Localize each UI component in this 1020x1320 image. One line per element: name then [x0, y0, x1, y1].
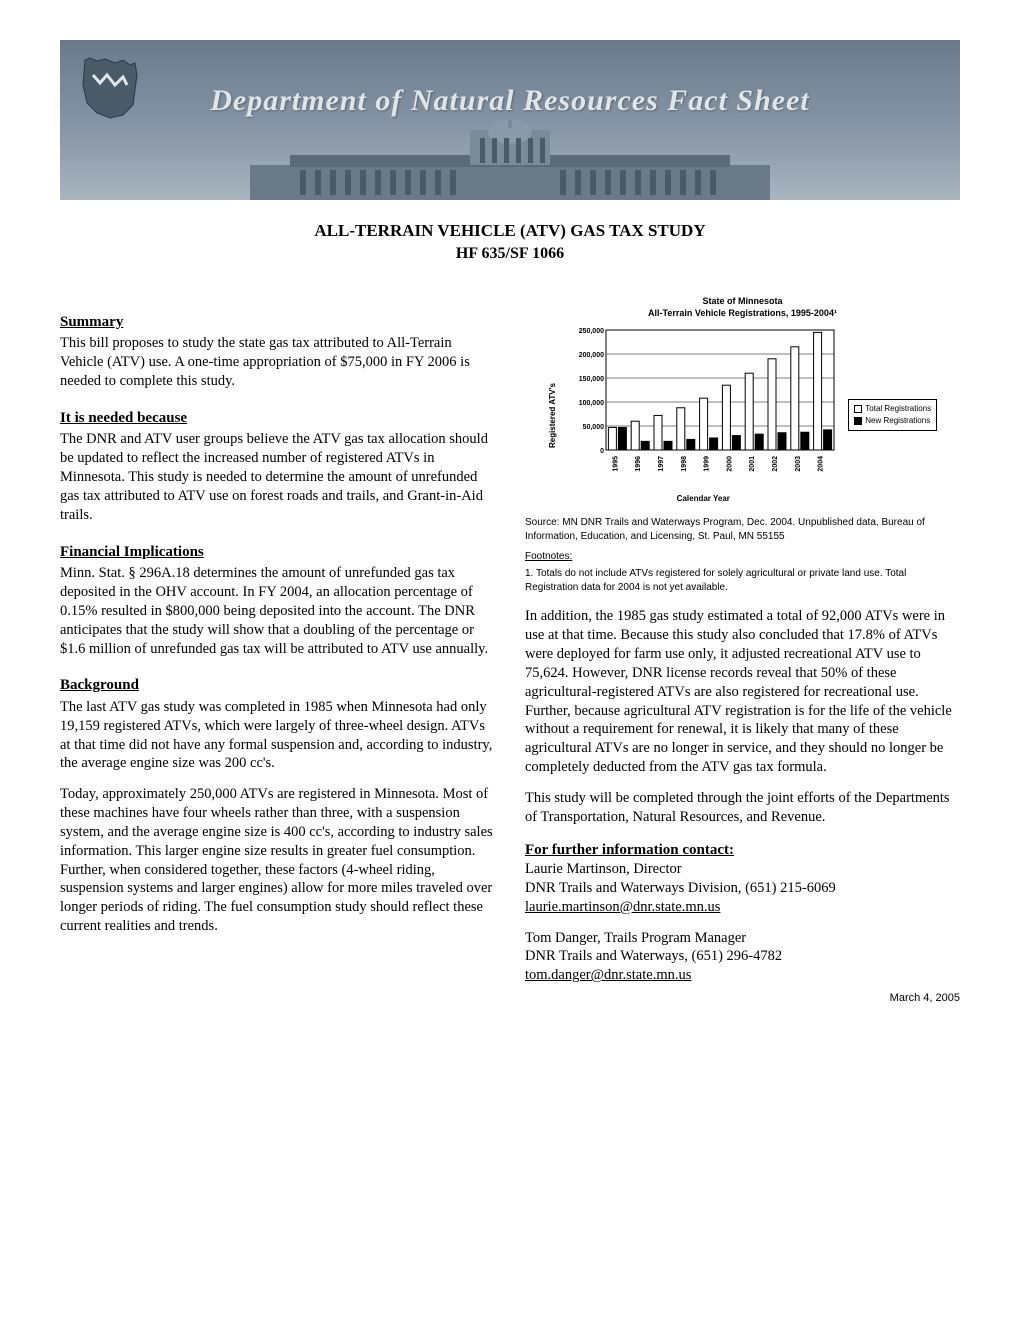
background-heading: Background	[60, 676, 495, 696]
chart-legend: Total Registrations New Registrations	[848, 399, 937, 431]
svg-text:1997: 1997	[658, 456, 665, 472]
legend-total: Total Registrations	[854, 404, 931, 414]
banner-title: Department of Natural Resources Fact She…	[210, 81, 810, 120]
document-title: ALL-TERRAIN VEHICLE (ATV) GAS TAX STUDY	[60, 220, 960, 242]
svg-text:200,000: 200,000	[579, 352, 604, 359]
background-p2: Today, approximately 250,000 ATVs are re…	[60, 785, 495, 936]
document-subtitle: HF 635/SF 1066	[60, 244, 960, 265]
svg-text:250,000: 250,000	[579, 328, 604, 335]
contact1-div: DNR Trails and Waterways Division, (651)…	[525, 879, 960, 898]
contact2-div: DNR Trails and Waterways, (651) 296-4782	[525, 947, 960, 966]
svg-text:1995: 1995	[613, 456, 620, 472]
svg-text:0: 0	[600, 448, 604, 455]
svg-text:2000: 2000	[727, 456, 734, 472]
footnotes-heading: Footnotes:	[525, 550, 960, 563]
svg-text:2003: 2003	[795, 456, 802, 472]
chart-title: State of Minnesota All-Terrain Vehicle R…	[648, 295, 837, 320]
background-p1: The last ATV gas study was completed in …	[60, 698, 495, 773]
legend-swatch-new	[854, 417, 862, 425]
chart-title-l2: All-Terrain Vehicle Registrations, 1995-…	[648, 308, 837, 318]
document-date: March 4, 2005	[525, 991, 960, 1005]
footnote-1: 1. Totals do not include ATVs registered…	[525, 567, 960, 595]
chart-plot: 0 50,000 100,000 150,000 200,000 250,000 1995 1…	[568, 326, 838, 504]
svg-text:50,000: 50,000	[583, 424, 605, 431]
summary-heading: Summary	[60, 313, 495, 333]
bar-chart-icon: 0 50,000 100,000 150,000 200,000 250,000 1995 1…	[568, 326, 838, 486]
background-p4: This study will be completed through the…	[525, 789, 960, 827]
svg-text:100,000: 100,000	[579, 400, 604, 407]
capitol-building-icon	[250, 120, 770, 200]
legend-total-label: Total Registrations	[865, 404, 931, 414]
right-column: State of Minnesota All-Terrain Vehicle R…	[525, 295, 960, 1006]
needed-heading: It is needed because	[60, 409, 495, 429]
chart-ylabel: Registered ATV's	[548, 383, 558, 448]
svg-text:1998: 1998	[681, 456, 688, 472]
svg-text:2001: 2001	[749, 456, 756, 472]
legend-new: New Registrations	[854, 416, 931, 426]
needed-text: The DNR and ATV user groups believe the …	[60, 430, 495, 524]
svg-text:1996: 1996	[635, 456, 642, 472]
financial-heading: Financial Implications	[60, 543, 495, 563]
legend-swatch-total	[854, 405, 862, 413]
chart-xlabel: Calendar Year	[568, 494, 838, 504]
svg-text:2002: 2002	[772, 456, 779, 472]
summary-text: This bill proposes to study the state ga…	[60, 334, 495, 391]
svg-text:2004: 2004	[818, 456, 825, 472]
contact1-email: laurie.martinson@dnr.state.mn.us	[525, 898, 960, 917]
mn-state-logo-icon	[75, 55, 145, 125]
contact2-name: Tom Danger, Trails Program Manager	[525, 929, 960, 948]
financial-text: Minn. Stat. § 296A.18 determines the amo…	[60, 564, 495, 658]
chart-container: State of Minnesota All-Terrain Vehicle R…	[525, 295, 960, 504]
contact-heading: For further information contact:	[525, 841, 960, 861]
background-p3: In addition, the 1985 gas study estimate…	[525, 607, 960, 777]
svg-text:1999: 1999	[704, 456, 711, 472]
svg-text:150,000: 150,000	[579, 376, 604, 383]
left-column: Summary This bill proposes to study the …	[60, 295, 495, 1006]
legend-new-label: New Registrations	[865, 416, 930, 426]
chart-title-l1: State of Minnesota	[702, 296, 782, 306]
contact1-name: Laurie Martinson, Director	[525, 860, 960, 879]
body-columns: Summary This bill proposes to study the …	[60, 295, 960, 1006]
banner: Department of Natural Resources Fact She…	[60, 40, 960, 200]
chart-source: Source: MN DNR Trails and Waterways Prog…	[525, 516, 960, 544]
contact2-email: tom.danger@dnr.state.mn.us	[525, 966, 960, 985]
